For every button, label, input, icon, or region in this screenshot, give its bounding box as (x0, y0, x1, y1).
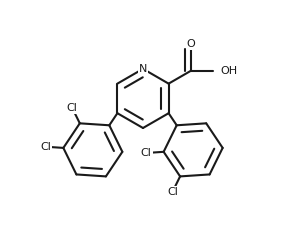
Text: Cl: Cl (167, 187, 178, 197)
Text: Cl: Cl (40, 142, 51, 152)
Text: OH: OH (221, 66, 238, 76)
Text: N: N (139, 64, 147, 74)
Text: Cl: Cl (141, 148, 152, 158)
Text: Cl: Cl (67, 103, 78, 113)
Text: O: O (186, 39, 195, 49)
